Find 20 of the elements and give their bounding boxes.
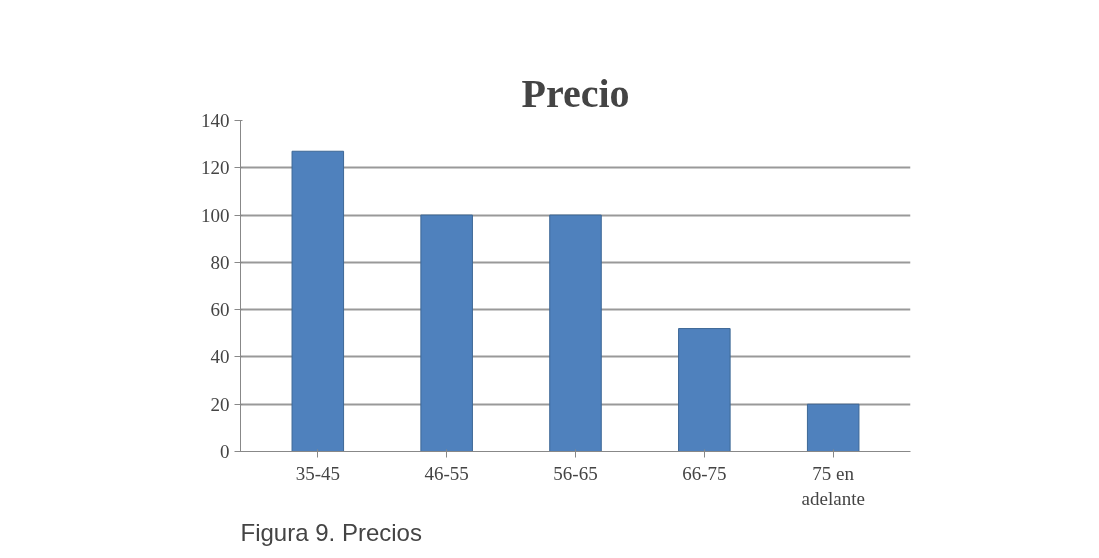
y-tick-label: 80 (210, 251, 230, 273)
chart-title: Precio (521, 70, 630, 116)
y-tick-label: 60 (210, 299, 230, 321)
bar (420, 214, 473, 452)
x-tick-label: 46-55 (424, 462, 469, 484)
bar (806, 403, 860, 452)
bar (291, 150, 345, 452)
x-tick-label: 66-75 (682, 462, 727, 484)
bar (549, 214, 602, 452)
text: Figura 9. Precios (240, 518, 422, 546)
y-tick-label: 20 (210, 393, 230, 415)
y-tick-label: 40 (210, 346, 230, 368)
y-tick-label: 120 (201, 157, 230, 179)
x-tick-label: 35-45 (295, 462, 340, 484)
y-tick-label: 0 (220, 441, 230, 462)
y-tick-label: 140 (201, 110, 230, 131)
y-tick-label: 100 (201, 204, 230, 226)
bar (678, 328, 731, 452)
x-tick-label: 56-65 (553, 462, 598, 484)
x-tick-label: 75 en adelante (801, 462, 865, 509)
